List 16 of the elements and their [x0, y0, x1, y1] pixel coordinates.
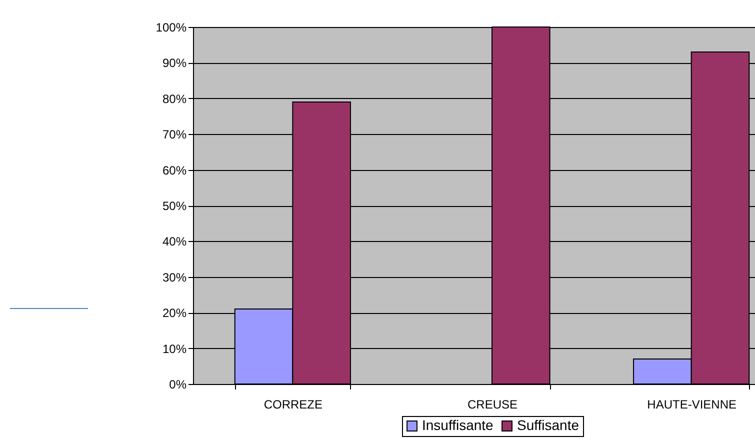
y-tick-label: 70%	[162, 128, 187, 142]
y-tick-label: 100%	[156, 20, 187, 34]
y-tick-label: 90%	[162, 56, 187, 70]
y-tick-label: 30%	[162, 270, 187, 284]
y-tick-label: 20%	[162, 306, 187, 320]
legend-label: Suffisante	[517, 417, 580, 433]
y-tick-label: 60%	[162, 163, 187, 178]
legend-label: Insuffisante	[422, 417, 494, 433]
x-tick-label: HAUTE-VIENNE	[647, 398, 737, 412]
y-tick-label: 10%	[162, 342, 187, 356]
y-tick-label: 50%	[162, 199, 187, 213]
y-tick-label: 80%	[162, 92, 187, 106]
y-tick-label: 40%	[162, 234, 187, 249]
y-tick-label: 0%	[169, 378, 187, 392]
x-tick-label: CREUSE	[467, 398, 518, 412]
x-tick-label: CORREZE	[264, 398, 323, 412]
